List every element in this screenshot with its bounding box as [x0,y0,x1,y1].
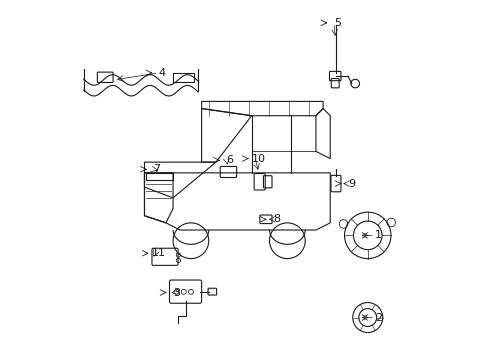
Text: 8: 8 [272,214,280,224]
Text: 5: 5 [333,18,340,28]
Text: 7: 7 [153,164,160,174]
Text: 6: 6 [226,156,233,165]
Text: 2: 2 [374,312,381,323]
Text: 9: 9 [347,179,354,189]
Text: 3: 3 [173,288,180,297]
Text: 10: 10 [251,154,265,163]
Text: 4: 4 [159,68,165,78]
Text: 11: 11 [151,248,165,258]
Text: 1: 1 [374,230,381,240]
